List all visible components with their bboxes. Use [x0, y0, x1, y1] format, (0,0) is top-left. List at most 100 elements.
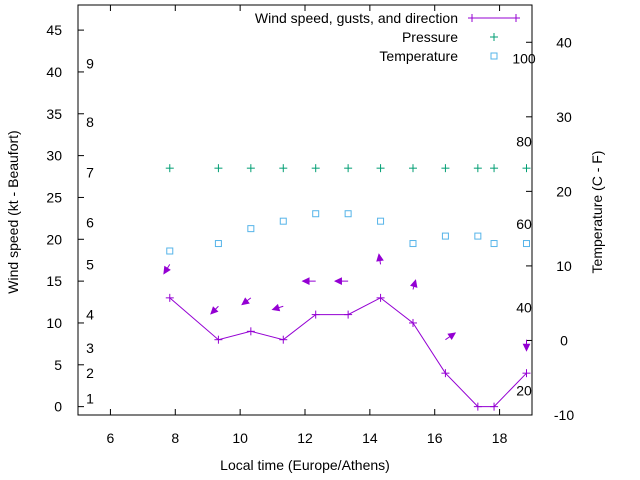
wind-point	[214, 335, 223, 344]
arrow-head	[447, 332, 457, 341]
beaufort-label: 4	[86, 307, 94, 323]
wind-point	[490, 402, 499, 411]
temperature-point	[474, 232, 482, 240]
pressure-point	[344, 164, 353, 173]
plot-frame	[77, 4, 533, 416]
wind-direction-arrow	[241, 297, 252, 306]
wind-point	[165, 293, 174, 302]
y-tick-label-right: 20	[556, 183, 572, 199]
arrow-head	[241, 297, 250, 306]
x-axis-label: Local time (Europe/Athens)	[220, 457, 390, 473]
wind-direction-arrow	[410, 279, 418, 290]
y-tick-label-left: 20	[46, 231, 62, 247]
x-tick-label: 12	[297, 430, 313, 446]
y-tick-label-left: 15	[46, 273, 62, 289]
beaufort-label: 9	[86, 56, 94, 72]
y-axis-label-left: Wind speed (kt - Beaufort)	[5, 130, 21, 293]
beaufort-label: 8	[86, 114, 94, 130]
wind-direction-arrow	[163, 264, 171, 275]
x-tick-label: 16	[427, 430, 443, 446]
arrow-head	[376, 253, 384, 262]
fahrenheit-label: 20	[516, 382, 532, 398]
x-tick-label: 6	[107, 430, 115, 446]
beaufort-label: 3	[86, 340, 94, 356]
pressure-point	[473, 164, 482, 173]
y-tick-label-right: 10	[556, 258, 572, 274]
fahrenheit-labels: 20 40 60 80 100	[512, 51, 536, 399]
x-tick-label: 18	[492, 430, 508, 446]
pressure-point	[214, 164, 223, 173]
temperature-point	[279, 217, 287, 225]
y-tick-label-right: 30	[556, 109, 572, 125]
wind-point	[344, 310, 353, 319]
pressure-point	[311, 164, 320, 173]
pressure-point	[376, 164, 385, 173]
legend-marker-temperature	[490, 52, 498, 60]
beaufort-label: 5	[86, 256, 94, 272]
beaufort-label: 7	[86, 164, 94, 180]
arrow-head	[271, 303, 281, 312]
wind-direction-arrow	[271, 303, 284, 312]
legend-label-pressure: Pressure	[402, 29, 458, 45]
temperature-point	[409, 240, 417, 248]
wind-point	[408, 318, 417, 327]
y-tick-label-left: 10	[46, 315, 62, 331]
pressure-point	[165, 164, 174, 173]
beaufort-label: 2	[86, 365, 94, 381]
fahrenheit-label: 60	[516, 216, 532, 232]
pressure-point	[522, 164, 531, 173]
wind-direction-arrow	[522, 339, 531, 352]
y-tick-label-left: 25	[46, 189, 62, 205]
arrow-head	[210, 306, 219, 315]
wind-direction-arrow	[301, 277, 316, 285]
y-tick-label-left: 30	[46, 148, 62, 164]
temperature-point	[312, 210, 320, 218]
arrow-head	[522, 343, 531, 352]
y-tick-label-right: 40	[556, 34, 572, 50]
legend-marker-wind-end	[512, 14, 520, 22]
wind-point	[522, 369, 531, 378]
y-tick-label-left: 0	[54, 399, 62, 415]
legend: Wind speed, gusts, and direction Pressur…	[255, 10, 520, 64]
arrow-head	[163, 265, 171, 275]
temperature-point	[344, 210, 352, 218]
x-tick-label: 14	[362, 430, 378, 446]
axis-ticks: 6 8 10 12 14 16 18051015202530354045-100102030…	[46, 5, 574, 446]
beaufort-label: 1	[86, 390, 94, 406]
arrow-head	[334, 277, 342, 285]
pressure-point	[279, 164, 288, 173]
legend-label-temperature: Temperature	[379, 48, 458, 64]
series-layer	[163, 164, 531, 411]
pressure-point	[246, 164, 255, 173]
x-tick-label: 10	[232, 430, 248, 446]
pressure-point	[408, 164, 417, 173]
wind-direction-arrow	[210, 305, 219, 315]
legend-marker-pressure	[490, 33, 498, 41]
fahrenheit-label: 100	[512, 51, 536, 67]
wind-point	[246, 327, 255, 336]
y-tick-label-left: 5	[54, 357, 62, 373]
y-tick-label-left: 35	[46, 106, 62, 122]
temperature-point	[247, 225, 255, 233]
legend-label-wind: Wind speed, gusts, and direction	[255, 10, 458, 26]
wind-direction-arrow	[334, 277, 349, 285]
wind-direction-arrow	[445, 332, 457, 341]
pressure-point	[490, 164, 499, 173]
temperature-point	[377, 217, 385, 225]
legend-marker-wind-start	[468, 14, 476, 22]
x-tick-label: 8	[171, 430, 179, 446]
temperature-point	[166, 247, 174, 255]
y-tick-label-right: -10	[554, 407, 574, 423]
beaufort-label: 6	[86, 215, 94, 231]
y-tick-label-left: 40	[46, 64, 62, 80]
plot-border	[77, 4, 533, 416]
pressure-point	[441, 164, 450, 173]
wind-point	[279, 335, 288, 344]
temperature-point	[490, 240, 498, 248]
wind-point	[311, 310, 320, 319]
temperature-point	[214, 240, 222, 248]
temperature-point	[441, 232, 449, 240]
arrow-head	[410, 279, 418, 288]
beaufort-labels: 1 2 3 4 5 6 7 8 9	[86, 56, 94, 407]
